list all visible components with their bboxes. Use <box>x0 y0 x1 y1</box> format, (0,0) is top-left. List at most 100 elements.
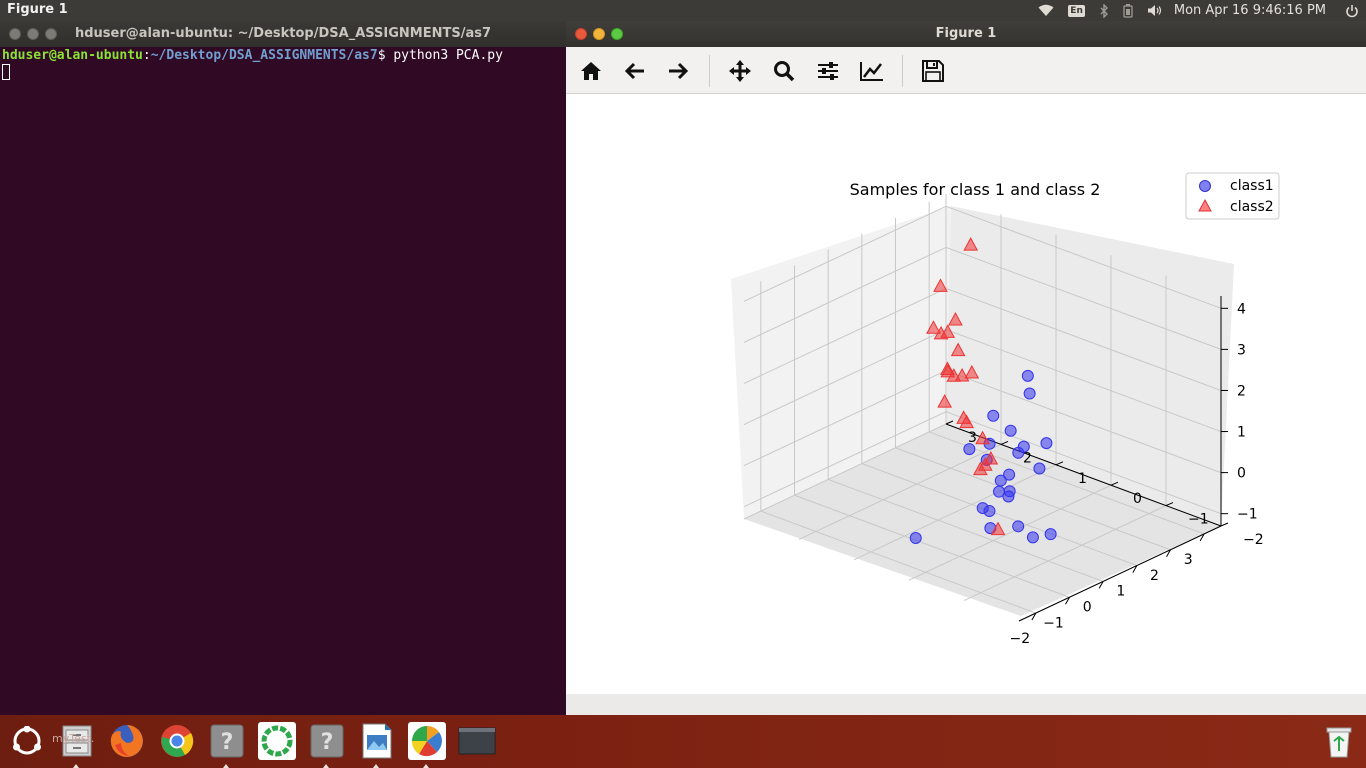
running-indicator <box>73 764 79 768</box>
figure-window[interactable]: Figure 1 <box>566 21 1366 715</box>
subplots-icon[interactable] <box>814 57 842 85</box>
chrome-icon[interactable] <box>158 722 196 760</box>
grid-line-z <box>743 411 947 508</box>
terminal-titlebar[interactable]: hduser@alan-ubuntu: ~/Desktop/DSA_ASSIGN… <box>0 21 566 47</box>
class2-point <box>963 237 979 251</box>
unknown-app-icon-2[interactable]: ? <box>308 722 346 760</box>
class1-point <box>1026 531 1039 544</box>
svg-text:?: ? <box>221 730 234 755</box>
running-indicator <box>373 764 379 768</box>
running-indicator <box>223 764 229 768</box>
grid-line-z <box>945 246 1222 350</box>
grid-line-x <box>760 510 1037 614</box>
forward-arrow-icon[interactable] <box>664 57 692 85</box>
image-viewer-icon[interactable] <box>358 722 396 760</box>
terminal-output[interactable]: hduser@alan-ubuntu:~/Desktop/DSA_ASSIGNM… <box>0 47 566 81</box>
grid-line-z <box>945 329 1222 433</box>
taskbar: myTest. ? ? <box>0 715 1366 768</box>
minimize-button[interactable] <box>27 28 39 40</box>
class1-point <box>1012 520 1025 533</box>
python-figure-icon[interactable] <box>408 722 446 760</box>
grid-line-z <box>743 329 947 425</box>
y-tick-mark <box>1165 502 1174 507</box>
legend[interactable]: class1 class2 <box>1185 172 1280 220</box>
figure-window-controls <box>575 28 629 40</box>
figure-titlebar[interactable]: Figure 1 <box>566 21 1366 47</box>
running-indicator <box>323 764 329 768</box>
toolbar-separator <box>709 55 710 87</box>
y-tick-mark <box>1110 481 1119 486</box>
minimize-button[interactable] <box>593 28 605 40</box>
maximize-button[interactable] <box>45 28 57 40</box>
class1-point <box>1040 437 1053 450</box>
firefox-icon[interactable] <box>108 722 146 760</box>
home-icon[interactable] <box>577 57 605 85</box>
back-arrow-icon[interactable] <box>621 57 649 85</box>
grid-line-z <box>945 411 1222 515</box>
power-icon[interactable] <box>1345 4 1359 18</box>
spinner-app-icon[interactable] <box>258 722 296 760</box>
unknown-app-icon[interactable]: ? <box>208 722 246 760</box>
z-tick-label: 0 <box>1237 466 1246 482</box>
close-button[interactable] <box>9 28 21 40</box>
x-tick-mark <box>1098 581 1104 589</box>
maximize-button[interactable] <box>611 28 623 40</box>
prompt-path: ~/Desktop/DSA_ASSIGNMENTS/as7 <box>150 48 378 63</box>
close-button[interactable] <box>575 28 587 40</box>
keyboard-layout-indicator[interactable]: En <box>1068 4 1085 17</box>
grid-line-x <box>794 494 1070 598</box>
active-app-title: Figure 1 <box>7 2 68 17</box>
zoom-icon[interactable] <box>770 57 798 85</box>
data-points <box>909 237 1057 545</box>
y-tick-label: 3 <box>968 430 977 446</box>
z-tick-label: 4 <box>1237 301 1246 317</box>
class2-point <box>964 364 980 379</box>
class2-point <box>950 342 966 357</box>
class2-point <box>937 394 953 408</box>
wifi-icon[interactable] <box>1038 4 1054 17</box>
grid-line-z <box>945 205 1222 309</box>
save-icon[interactable] <box>919 57 947 85</box>
terminal-window[interactable]: hduser@alan-ubuntu: ~/Desktop/DSA_ASSIGN… <box>0 21 566 715</box>
grid-line-y <box>963 505 1167 602</box>
class1-point <box>1033 462 1046 475</box>
y-tick-label: −2 <box>1243 532 1264 548</box>
ubuntu-logo-icon[interactable] <box>8 722 46 760</box>
grid-line-z <box>743 370 947 467</box>
x-tick-label: −1 <box>1043 615 1064 631</box>
y-tick-mark <box>1220 522 1229 527</box>
keyboard-layout-label: En <box>1068 4 1085 17</box>
volume-icon[interactable] <box>1147 4 1163 17</box>
files-icon[interactable] <box>58 722 96 760</box>
running-indicator <box>423 764 429 768</box>
terminal-command: python3 PCA.py <box>393 48 503 63</box>
axes-edit-icon[interactable] <box>858 57 886 85</box>
z-tick-label: 2 <box>1237 383 1246 399</box>
class1-point <box>993 485 1005 498</box>
class1-point <box>1023 387 1036 400</box>
figure-canvas[interactable]: −2 −1 0 1 2 3 −2 −1 0 1 2 3 −1 0 1 2 3 4 Samples for clas… <box>566 94 1366 694</box>
tick-labels: −2 −1 0 1 2 3 −2 −1 0 1 2 3 −1 0 1 2 3 4 <box>968 301 1264 647</box>
window-icon[interactable] <box>458 722 496 760</box>
trash-icon[interactable] <box>1320 722 1358 760</box>
x-tick-mark <box>1199 533 1205 542</box>
grid-line-z <box>743 246 947 343</box>
y-tick-mark <box>945 420 954 425</box>
x-tick-label: −2 <box>1010 631 1031 647</box>
clock[interactable]: Mon Apr 16 9:46:16 PM <box>1173 3 1326 18</box>
class1-point <box>1003 468 1016 481</box>
class2-point <box>975 430 990 445</box>
x-tick-label: 3 <box>1184 552 1193 568</box>
class2-point <box>933 278 948 292</box>
dock-tooltip: myTest. <box>52 732 95 745</box>
terminal-cursor <box>2 64 10 80</box>
battery-icon[interactable] <box>1123 3 1133 18</box>
pan-icon[interactable] <box>726 57 754 85</box>
bluetooth-icon[interactable] <box>1099 3 1109 18</box>
class2-point <box>956 410 971 424</box>
chart-title: Samples for class 1 and class 2 <box>850 180 1101 199</box>
scatter3d-plot[interactable]: −2 −1 0 1 2 3 −2 −1 0 1 2 3 −1 0 1 2 3 4 Samples for clas… <box>566 94 1366 694</box>
legend-marker-class2 <box>1198 198 1212 212</box>
prompt-end: $ <box>377 48 394 63</box>
x-tick-mark <box>1031 612 1037 621</box>
